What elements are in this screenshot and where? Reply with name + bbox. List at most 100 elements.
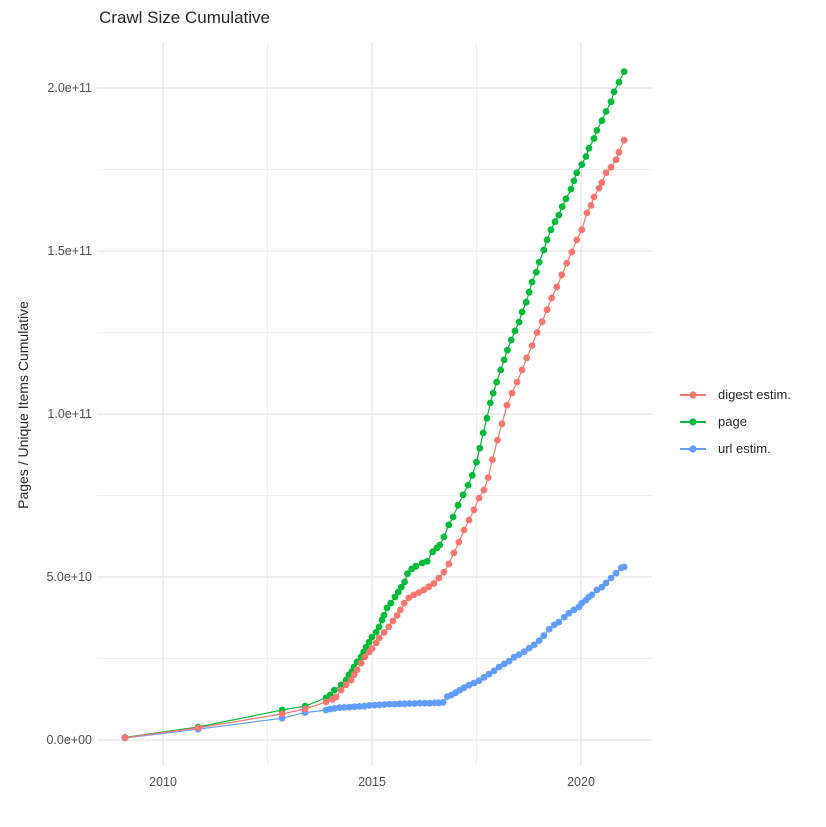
data-point-digestestim [558,271,566,279]
data-point-digestestim [595,184,603,192]
data-point-digestestim [615,148,623,156]
data-point-urlestim [396,700,403,708]
data-point-urlestim [510,653,518,661]
data-point-page [518,308,526,316]
data-point-page [602,108,610,115]
data-point-digestestim [553,283,561,291]
data-point-digestestim [612,156,620,164]
legend-label-digest: digest estim. [718,387,791,402]
x-tick-label: 2020 [567,775,595,789]
legend-key-url-icon [680,444,706,453]
data-point-digestestim [518,366,526,374]
data-point-urlestim [406,700,413,707]
data-point-digestestim [508,389,516,397]
data-point-digestestim [372,639,380,647]
data-point-urlestim [535,637,543,644]
data-point-urlestim [460,684,468,692]
data-point-digestestim [450,549,458,557]
legend-item-page: page [680,408,791,435]
data-point-urlestim [371,701,378,709]
data-point-page [610,88,618,96]
data-point-urlestim [386,700,393,708]
y-tick-label: 2.0e+11 [47,80,92,95]
data-point-page [590,135,598,142]
data-point-urlestim [411,700,418,707]
data-point-digestestim [465,516,473,524]
data-point-urlestim [593,586,601,594]
data-point-page [412,562,420,570]
data-point-digestestim [445,560,453,568]
data-point-page [522,298,530,306]
data-point-urlestim [439,699,447,706]
data-point-page [473,458,480,466]
legend-label-url: url estim. [718,441,771,456]
legend-key-page-icon [680,417,706,426]
data-point-page [528,278,536,286]
series-line-digestestim [124,139,625,739]
data-point-page [525,288,533,296]
data-point-digestestim [503,401,511,409]
data-point-urlestim [555,618,563,626]
data-point-page [391,593,399,601]
data-point-urlestim [416,699,424,707]
data-point-digestestim [460,526,468,534]
data-point-urlestim [341,704,348,711]
data-point-page [607,98,615,106]
data-point-digestestim [347,676,355,684]
data-point-digestestim [498,420,506,428]
data-point-digestestim [332,693,340,701]
data-point-digestestim [480,486,488,494]
y-tick-label: 1.5e+11 [47,243,92,258]
data-point-page [507,336,515,344]
data-point-page [555,211,563,219]
data-point-page [375,623,383,631]
data-point-page [573,169,581,177]
data-point-digestestim [484,474,492,481]
x-tick-label: 2010 [149,775,177,789]
data-point-page [585,144,593,152]
data-point-digestestim [548,294,556,302]
data-point-page [615,78,623,86]
data-point-page [497,366,505,374]
data-point-digestestim [494,436,501,444]
data-point-digestestim [543,306,551,314]
data-point-page [401,578,408,586]
data-point-digestestim [533,329,541,336]
data-point-page [342,676,350,684]
data-point-digestestim [587,202,595,209]
data-point-digestestim [194,724,202,732]
data-point-page [578,161,586,169]
data-point-page [562,195,570,203]
legend-item-url: url estim. [680,435,791,462]
data-point-digestestim [583,209,591,217]
data-point-urlestim [356,703,363,710]
data-point-digestestim [121,734,129,742]
data-point-digestestim [368,645,376,653]
data-point-digestestim [620,136,628,144]
data-point-page [486,399,494,407]
data-point-urlestim [588,591,596,599]
data-point-digestestim [301,705,309,713]
data-point-page [598,117,606,124]
y-axis-title: Pages / Unique Items Cumulative [15,301,31,509]
data-point-urlestim [346,703,353,711]
data-point-digestestim [440,568,448,576]
data-point-digestestim [425,583,433,591]
data-point-page [543,236,551,244]
data-point-digestestim [337,686,345,694]
data-point-digestestim [598,179,606,186]
data-point-urlestim [570,606,578,614]
data-point-digestestim [380,629,388,636]
data-point-digestestim [353,666,361,674]
data-point-digestestim [405,594,413,602]
data-point-urlestim [525,644,533,652]
data-point-urlestim [620,563,628,571]
data-point-urlestim [565,609,573,617]
legend: digest estim. page url estim. [680,381,791,462]
data-point-page [620,68,628,76]
data-point-urlestim [351,703,358,711]
data-point-digestestim [489,456,496,463]
data-point-page [440,533,448,541]
data-point-page [404,570,411,578]
data-point-page [331,686,338,694]
